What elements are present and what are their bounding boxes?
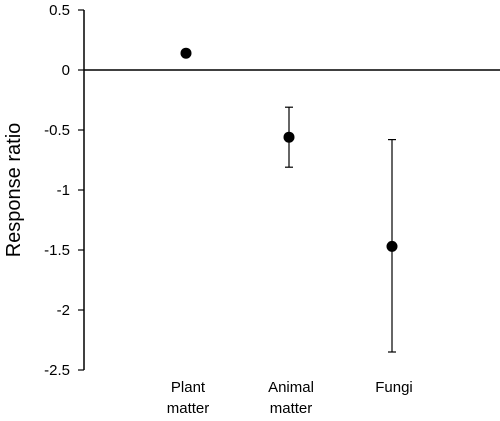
- y-ticks: 0.5 0 -0.5 -1 -1.5 -2 -2.5: [44, 2, 84, 379]
- y-tick-label: -2: [57, 302, 70, 319]
- axes: [83, 10, 500, 370]
- y-tick-label: -0.5: [44, 122, 70, 139]
- data-point: [180, 47, 192, 59]
- data-point: [386, 240, 398, 252]
- y-tick-label: 0.5: [49, 2, 70, 19]
- category-label: Fungi: [375, 379, 413, 396]
- y-tick-label: -1: [57, 182, 70, 199]
- y-axis-title: Response ratio: [3, 123, 25, 258]
- data-points: [180, 47, 398, 353]
- category-label: Animal: [268, 379, 314, 396]
- y-tick-label: -1.5: [44, 242, 70, 259]
- category-label: matter: [167, 400, 210, 417]
- category-label: matter: [270, 400, 313, 417]
- y-tick-label: 0: [62, 62, 70, 79]
- y-tick-label: -2.5: [44, 362, 70, 379]
- category-labels: Plant matter Animal matter Fungi: [167, 379, 413, 417]
- category-label: Plant: [171, 379, 206, 396]
- data-point: [283, 131, 295, 143]
